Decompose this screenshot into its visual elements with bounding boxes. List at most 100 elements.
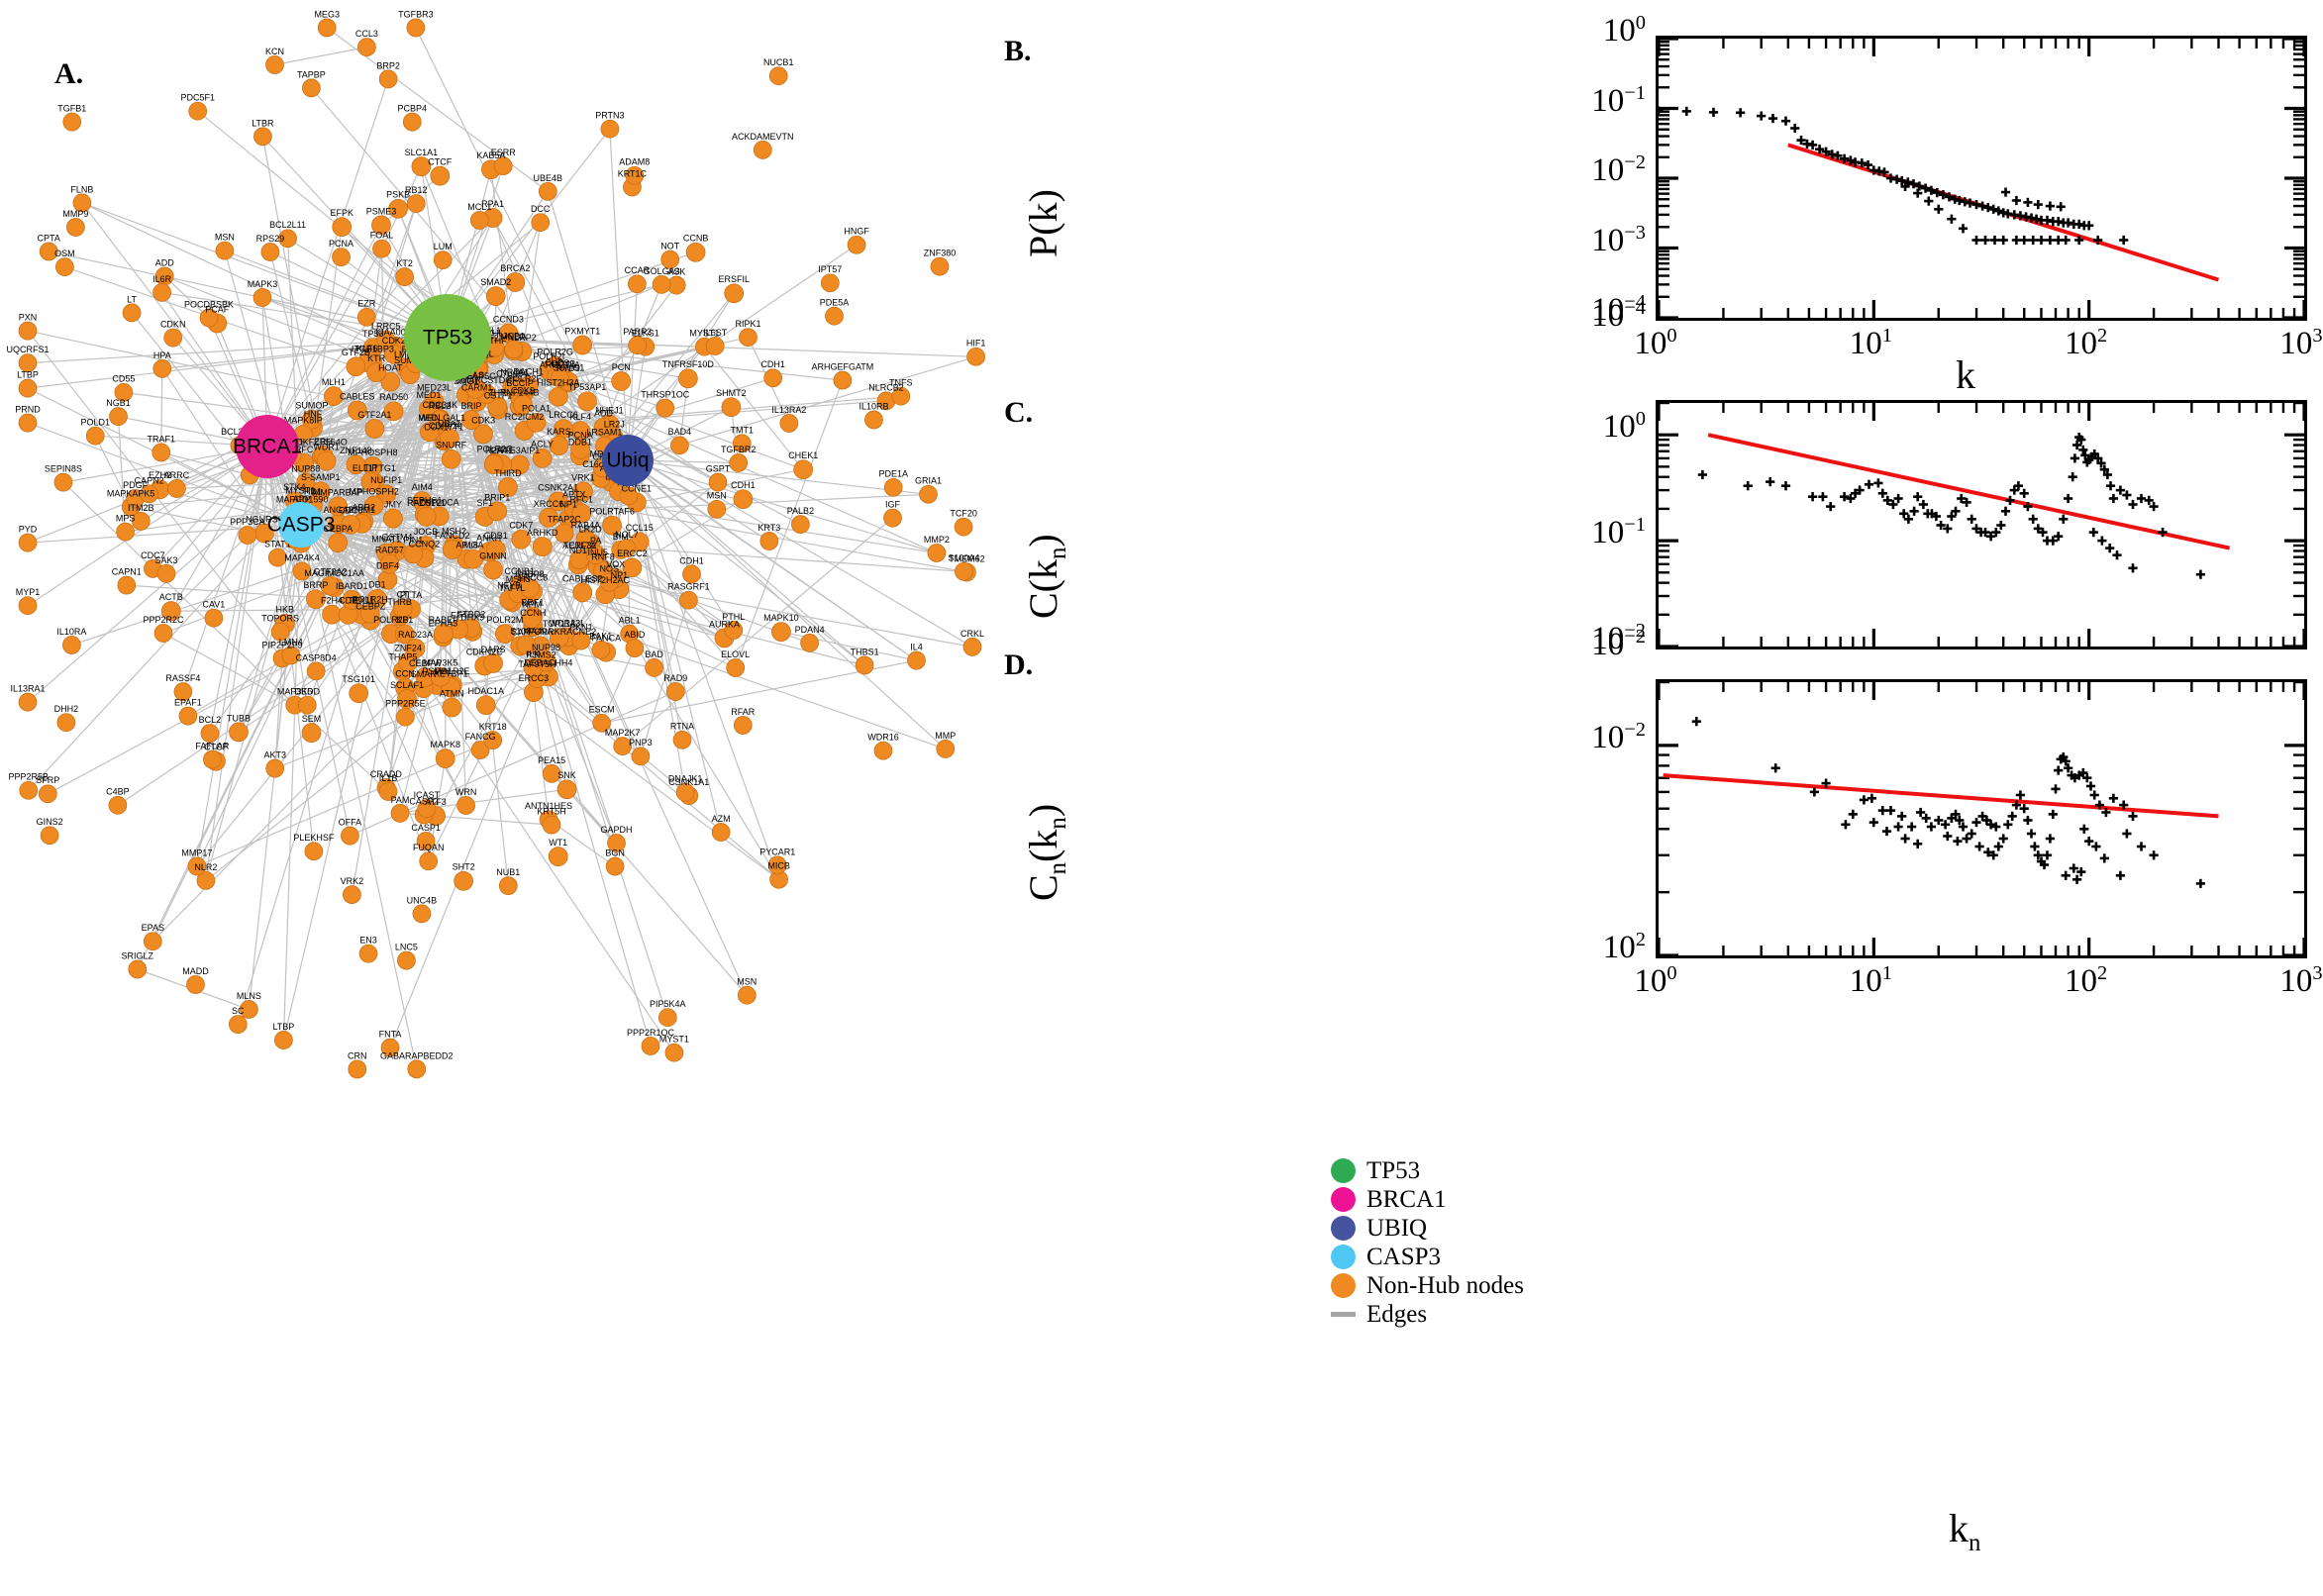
network-node[interactable] bbox=[833, 370, 853, 390]
network-node[interactable] bbox=[406, 194, 426, 213]
network-node[interactable] bbox=[18, 596, 38, 616]
network-node[interactable] bbox=[927, 544, 947, 562]
network-node[interactable] bbox=[143, 932, 162, 951]
network-node[interactable] bbox=[542, 815, 561, 835]
network-node[interactable] bbox=[729, 453, 749, 472]
network-node[interactable] bbox=[301, 723, 322, 743]
network-node[interactable] bbox=[793, 459, 814, 480]
network-node[interactable] bbox=[412, 904, 432, 924]
network-node[interactable] bbox=[763, 368, 783, 388]
network-node[interactable] bbox=[196, 871, 216, 890]
network-node[interactable] bbox=[628, 336, 648, 355]
network-node[interactable] bbox=[215, 241, 235, 260]
network-node[interactable] bbox=[495, 624, 515, 644]
network-node[interactable] bbox=[485, 286, 506, 306]
network-node[interactable] bbox=[18, 413, 38, 433]
network-node[interactable] bbox=[536, 651, 556, 672]
network-node[interactable] bbox=[328, 533, 349, 553]
network-node[interactable] bbox=[549, 628, 569, 648]
network-node[interactable] bbox=[554, 523, 574, 544]
network-node[interactable] bbox=[364, 419, 385, 439]
hub-node-ubiq[interactable] bbox=[602, 435, 654, 486]
network-node[interactable] bbox=[281, 646, 301, 665]
network-node[interactable] bbox=[109, 407, 128, 426]
network-node[interactable] bbox=[705, 337, 725, 355]
network-node[interactable] bbox=[38, 784, 57, 804]
network-node[interactable] bbox=[665, 682, 685, 701]
network-node[interactable] bbox=[607, 834, 626, 852]
network-node[interactable] bbox=[585, 545, 606, 565]
network-node[interactable] bbox=[341, 514, 360, 535]
network-node[interactable] bbox=[664, 1043, 684, 1062]
network-node[interactable] bbox=[322, 604, 342, 625]
network-node[interactable] bbox=[779, 414, 799, 433]
network-node[interactable] bbox=[504, 376, 525, 397]
network-node[interactable] bbox=[652, 275, 671, 294]
network-node[interactable] bbox=[358, 944, 378, 963]
network-node[interactable] bbox=[469, 211, 489, 230]
network-node[interactable] bbox=[739, 328, 758, 348]
network-node[interactable] bbox=[531, 213, 551, 233]
network-node[interactable] bbox=[376, 330, 396, 349]
network-node[interactable] bbox=[767, 855, 787, 875]
network-node[interactable] bbox=[707, 499, 727, 519]
network-node[interactable] bbox=[439, 428, 459, 449]
network-node[interactable] bbox=[883, 477, 903, 497]
network-node[interactable] bbox=[366, 362, 386, 382]
network-node[interactable] bbox=[511, 529, 532, 549]
network-node[interactable] bbox=[461, 410, 481, 430]
network-node[interactable] bbox=[572, 582, 593, 603]
network-node[interactable] bbox=[131, 512, 151, 531]
network-node[interactable] bbox=[324, 386, 344, 406]
network-node[interactable] bbox=[371, 215, 391, 236]
network-node[interactable] bbox=[675, 782, 695, 802]
network-node[interactable] bbox=[721, 397, 742, 418]
network-node[interactable] bbox=[619, 486, 639, 506]
network-node[interactable] bbox=[173, 682, 193, 701]
network-node[interactable] bbox=[40, 826, 59, 846]
network-node[interactable] bbox=[645, 658, 663, 677]
network-node[interactable] bbox=[383, 401, 404, 422]
network-node[interactable] bbox=[270, 622, 290, 642]
network-node[interactable] bbox=[657, 1008, 677, 1028]
network-node[interactable] bbox=[966, 347, 985, 366]
network-node[interactable] bbox=[152, 359, 172, 378]
network-node[interactable] bbox=[204, 608, 224, 628]
network-node[interactable] bbox=[274, 1031, 293, 1049]
network-node[interactable] bbox=[320, 575, 341, 596]
network-node[interactable] bbox=[571, 631, 591, 650]
network-node[interactable] bbox=[678, 368, 698, 389]
network-node[interactable] bbox=[475, 695, 496, 716]
network-node[interactable] bbox=[378, 782, 398, 801]
network-node[interactable] bbox=[167, 479, 186, 498]
network-node[interactable] bbox=[267, 548, 287, 567]
network-node[interactable] bbox=[402, 112, 422, 132]
network-node[interactable] bbox=[332, 217, 353, 238]
network-node[interactable] bbox=[670, 436, 689, 455]
network-node[interactable] bbox=[152, 283, 171, 302]
network-node[interactable] bbox=[265, 758, 285, 778]
network-node[interactable] bbox=[617, 539, 637, 558]
network-node[interactable] bbox=[891, 386, 911, 406]
network-node[interactable] bbox=[513, 394, 533, 415]
network-node[interactable] bbox=[297, 695, 317, 715]
network-node[interactable] bbox=[679, 590, 698, 610]
network-node[interactable] bbox=[265, 55, 284, 74]
network-node[interactable] bbox=[483, 731, 503, 749]
network-node[interactable] bbox=[641, 1037, 660, 1055]
network-node[interactable] bbox=[347, 400, 367, 421]
network-node[interactable] bbox=[483, 454, 504, 474]
network-node[interactable] bbox=[622, 557, 643, 578]
network-node[interactable] bbox=[178, 706, 198, 726]
network-node[interactable] bbox=[548, 491, 568, 512]
network-node[interactable] bbox=[532, 537, 553, 556]
network-node[interactable] bbox=[292, 561, 312, 581]
network-node[interactable] bbox=[380, 1038, 400, 1057]
network-node[interactable] bbox=[611, 371, 632, 391]
network-node[interactable] bbox=[768, 66, 788, 86]
network-node[interactable] bbox=[388, 198, 408, 219]
network-node[interactable] bbox=[628, 274, 647, 294]
network-node[interactable] bbox=[954, 517, 973, 537]
network-node[interactable] bbox=[349, 683, 369, 704]
network-node[interactable] bbox=[442, 540, 462, 559]
